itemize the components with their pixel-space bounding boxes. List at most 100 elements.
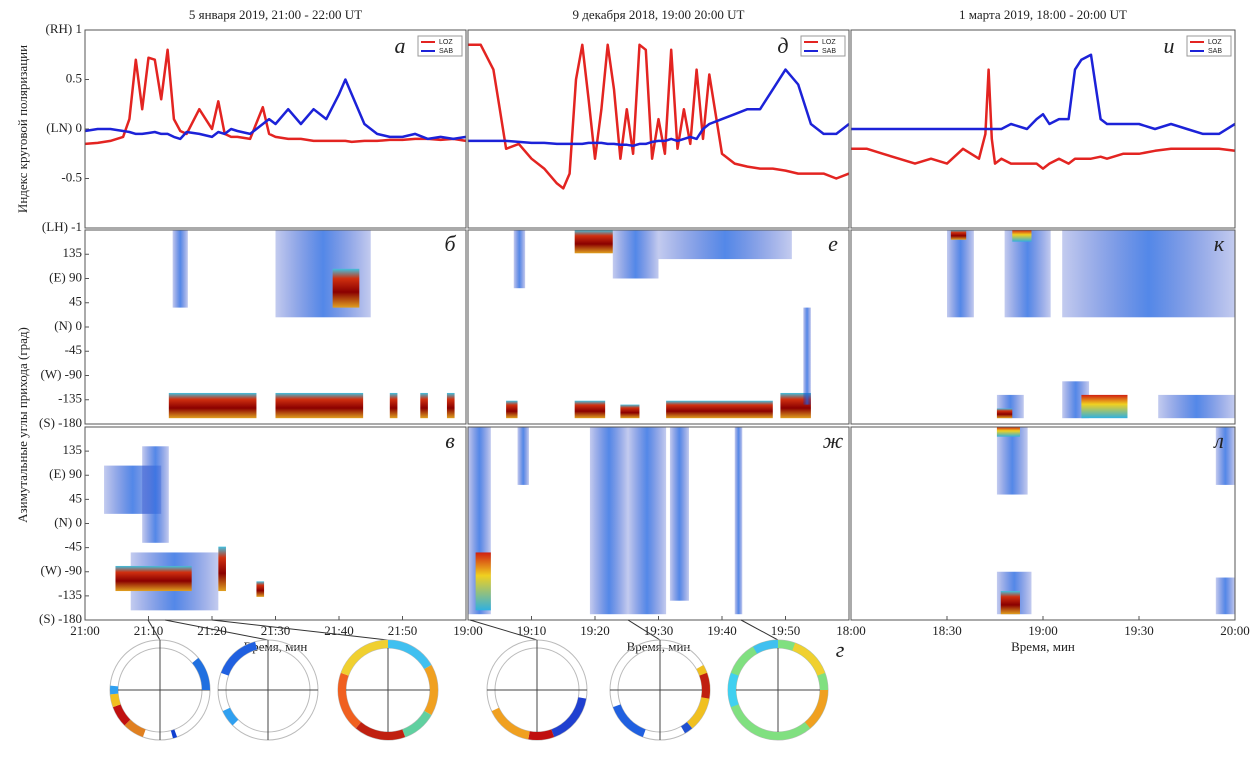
panel-frame bbox=[84, 29, 467, 229]
x-tick-label: 19:20 bbox=[580, 623, 610, 638]
x-tick-label: 21:00 bbox=[70, 623, 100, 638]
polar-arc bbox=[124, 719, 146, 737]
y-tick-label: 45 bbox=[69, 294, 82, 309]
panel-letter: л bbox=[1212, 428, 1224, 453]
polar-arc bbox=[728, 672, 739, 708]
legend-label: SAB bbox=[1208, 48, 1222, 55]
y-tick-label: (LH) -1 bbox=[42, 219, 82, 234]
polar-arc bbox=[804, 689, 828, 729]
x-tick-label: 19:30 bbox=[1124, 623, 1154, 638]
legend-label: LOZ bbox=[439, 39, 453, 46]
spectrum-patch bbox=[574, 400, 606, 419]
y-tick-label: 135 bbox=[63, 245, 83, 260]
polar-arc bbox=[686, 665, 710, 729]
spectrum-patch bbox=[734, 427, 743, 615]
panel: к bbox=[850, 229, 1236, 425]
x-tick-label: 21:30 bbox=[261, 623, 291, 638]
y-axis-label: Индекс круговой поляризации bbox=[15, 45, 30, 213]
spectrum-patch bbox=[1215, 427, 1235, 485]
spectrum-patch bbox=[446, 392, 455, 419]
spectrum-patch bbox=[950, 230, 967, 240]
y-tick-label: (E) 90 bbox=[49, 269, 82, 284]
legend-label: LOZ bbox=[822, 39, 836, 46]
panel-frame bbox=[467, 426, 850, 621]
spectrum-patch bbox=[574, 230, 613, 254]
polar-arc bbox=[110, 693, 121, 708]
spectrum-patch bbox=[628, 427, 667, 615]
panel: 5 января 2019, 21:00 - 22:00 UT Индекс кр… bbox=[15, 7, 467, 234]
y-tick-label: (N) 0 bbox=[54, 514, 82, 529]
x-tick-label: 18:30 bbox=[932, 623, 962, 638]
connector bbox=[147, 619, 161, 641]
spectrum-patch bbox=[142, 446, 169, 543]
polar-arc bbox=[491, 707, 530, 740]
panel-title: 5 января 2019, 21:00 - 22:00 UT bbox=[189, 7, 362, 22]
spectrum-patch bbox=[275, 392, 364, 419]
legend-label: SAB bbox=[439, 48, 453, 55]
x-tick-label: 19:40 bbox=[707, 623, 737, 638]
y-tick-label: (LN) 0 bbox=[46, 120, 82, 135]
spectrum-patch bbox=[475, 552, 491, 611]
spectrum-patch bbox=[658, 230, 792, 260]
y-tick-label: (E) 90 bbox=[49, 466, 82, 481]
polar-arc bbox=[792, 643, 825, 676]
series-line bbox=[84, 78, 467, 141]
spectrum-patch bbox=[256, 581, 265, 597]
polar-arc bbox=[192, 657, 210, 691]
y-tick-label: (W) -90 bbox=[40, 563, 82, 578]
series-line bbox=[851, 68, 1236, 170]
series-line bbox=[84, 48, 467, 146]
polar-arc bbox=[222, 707, 239, 726]
panel-letter: к bbox=[1214, 231, 1225, 256]
x-tick-label: 19:10 bbox=[517, 623, 547, 638]
panel-frame bbox=[850, 229, 1236, 425]
panel-letter: е bbox=[828, 231, 838, 256]
x-axis-label: Время, мин bbox=[1011, 639, 1075, 654]
connector bbox=[164, 619, 269, 641]
y-tick-label: (W) -90 bbox=[40, 366, 82, 381]
y-tick-label: (S) -180 bbox=[39, 611, 82, 626]
polar-arc bbox=[699, 672, 710, 699]
polar-arc bbox=[753, 640, 779, 654]
polar-diagrams: г bbox=[109, 619, 845, 741]
polar-letter: г bbox=[836, 637, 845, 662]
x-tick-label: 19:50 bbox=[771, 623, 801, 638]
spectrum-patch bbox=[115, 565, 192, 592]
series-line bbox=[468, 68, 850, 148]
polar-arc bbox=[680, 722, 693, 734]
polar-arc bbox=[528, 729, 555, 740]
x-tick-label: 21:20 bbox=[197, 623, 227, 638]
spectrum-patch bbox=[420, 392, 428, 419]
x-axis-label: Время, мин bbox=[244, 639, 308, 654]
polar-arc bbox=[338, 672, 362, 729]
polar-arc bbox=[613, 704, 646, 737]
spectrum-patch bbox=[612, 230, 659, 279]
panel-letter: б bbox=[444, 231, 456, 256]
polar-arc bbox=[341, 640, 389, 676]
spectrum-patch bbox=[332, 268, 360, 308]
y-axis-label: Азимутальные углы прихода (град) bbox=[15, 327, 30, 523]
x-tick-label: 18:00 bbox=[836, 623, 866, 638]
panel-letter: в bbox=[445, 428, 455, 453]
panel-frame bbox=[850, 29, 1236, 229]
polar-arc bbox=[402, 710, 432, 737]
y-tick-label: (RH) 1 bbox=[46, 21, 82, 36]
panel-letter: и bbox=[1164, 33, 1175, 58]
spectrum-patch bbox=[669, 427, 689, 601]
x-tick-label: 19:00 bbox=[453, 623, 483, 638]
panel-letter: ж bbox=[823, 428, 844, 453]
y-tick-label: 0.5 bbox=[66, 70, 82, 85]
legend-label: SAB bbox=[822, 48, 836, 55]
spectrum-patch bbox=[1215, 577, 1235, 615]
panel-letter: а bbox=[395, 33, 406, 58]
spectrum-patch bbox=[513, 230, 526, 289]
polar-arc bbox=[355, 722, 406, 740]
spectrum-patch bbox=[218, 546, 226, 592]
y-tick-label: -135 bbox=[58, 391, 82, 406]
connector bbox=[740, 619, 779, 641]
spectrum-patch bbox=[1158, 394, 1235, 419]
panel: 1 марта 2019, 18:00 - 20:00 UT LOZ SAB и bbox=[850, 7, 1236, 229]
spectrum-patch bbox=[1081, 394, 1128, 419]
